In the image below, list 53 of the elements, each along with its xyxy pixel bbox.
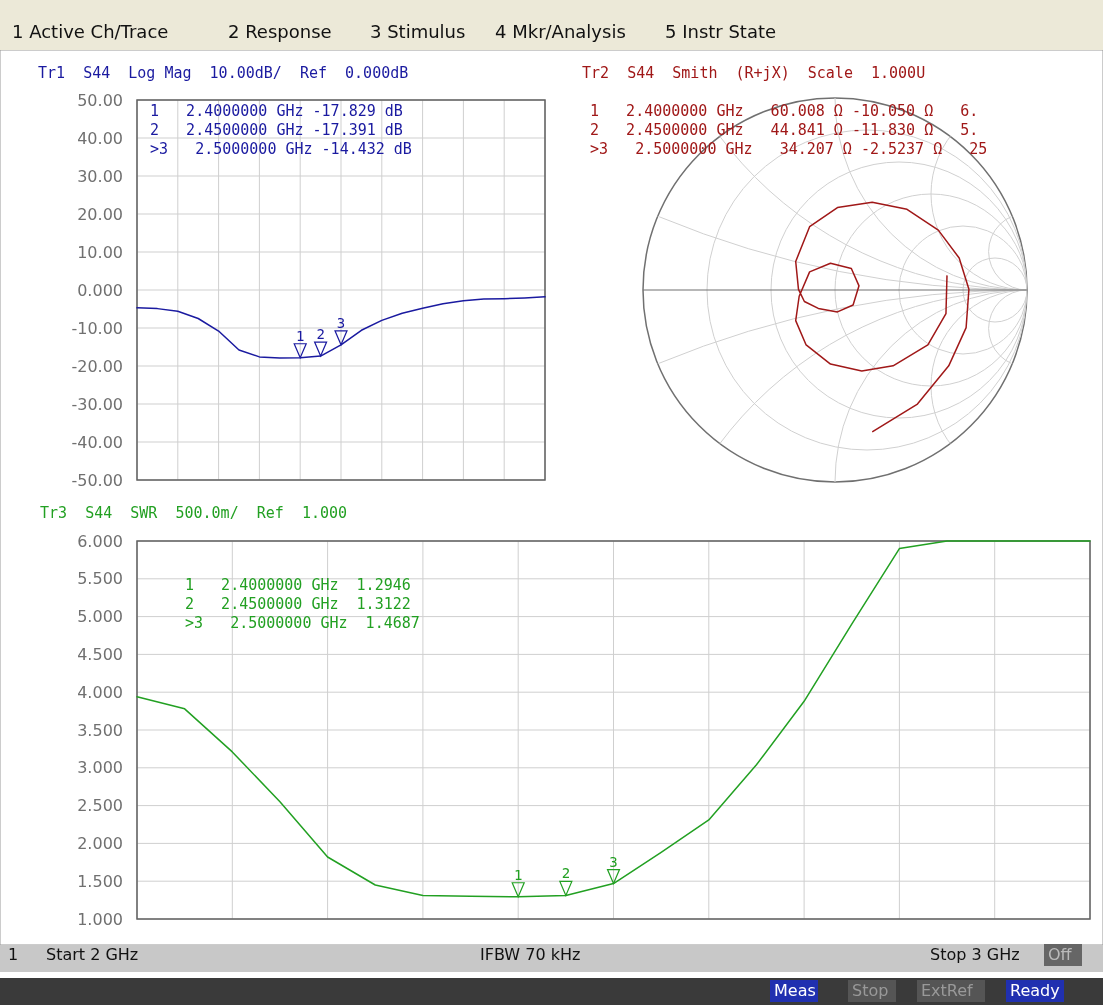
y-tick-label: 1.500 [77,871,123,891]
text: 4 Mkr/Analysis [495,21,626,42]
y-tick-label: -20.00 [71,356,123,376]
y-tick-label: 4.500 [77,645,123,664]
text: 1 [8,945,19,964]
annotation: >3 2.5000000 GHz 1.4687 [185,614,420,632]
chart-title: Tr3 S44 SWR 500.0m/ Ref 1.000 [40,504,348,522]
y-tick-label: -10.00 [71,318,123,338]
annotation: 2 2.4500000 GHz 1.3122 [185,595,411,613]
text: Off [1048,945,1073,964]
text: Stop [852,981,889,1000]
text: 1 Active Ch/Trace [12,21,169,42]
text: IFBW 70 kHz [480,945,581,964]
y-tick-label: 2.000 [77,834,123,853]
y-tick-label: 5.500 [77,569,123,589]
annotation: 1 2.4000000 GHz 1.2946 [185,576,411,594]
y-tick-label: 10.00 [77,242,123,262]
y-tick-label: 30.00 [77,166,123,186]
annotation: 1 [295,327,305,344]
text: 1 2.4000000 GHz 60.008 Ω -10.050 Ω 6. [590,102,979,120]
line-series [136,296,546,359]
y-tick-label: -30.00 [71,394,123,414]
annotation: >3 2.5000000 GHz -14.432 dB [150,140,412,158]
annotation: 2 [316,326,325,343]
chart-title: Tr1 S44 Log Mag 10.00dB/ Ref 0.000dB [38,64,409,82]
y-tick-label: 20.00 [77,204,123,224]
y-tick-label: 3.500 [77,720,123,740]
y-tick-label: 0.000 [77,280,123,300]
text: ExtRef [921,981,974,1000]
y-tick-label: 1.000 [77,909,123,929]
y-tick-label: 5.000 [77,607,123,627]
text: 2 Response [228,21,332,42]
annotation: 1 2.4000000 GHz -17.829 dB [150,102,403,120]
text: 3 Stimulus [370,21,466,42]
text: Start 2 GHz [46,945,139,964]
annotation: 1 [513,866,523,883]
y-tick-label: 2.500 [77,796,123,816]
y-tick-label: 6.000 [77,531,123,551]
text: 5 Instr State [665,21,777,42]
annotation: 3 [336,314,346,331]
annotation: 2 2.4500000 GHz -17.391 dB [150,121,403,139]
y-tick-label: 40.00 [77,128,123,148]
text: Tr2 S44 Smith (R+jX) Scale 1.000U [582,64,926,82]
y-tick-label: 3.000 [77,758,123,778]
y-tick-label: -50.00 [71,470,123,490]
y-tick-label: 50.00 [77,90,123,110]
annotation: 2 [561,865,571,882]
text: Meas [774,981,816,1000]
y-tick-label: -40.00 [71,432,123,452]
y-tick-label: 4.000 [77,682,123,702]
text: Ready [1010,981,1060,1000]
text: Stop 3 GHz [930,945,1020,964]
annotation: 3 [609,853,618,870]
